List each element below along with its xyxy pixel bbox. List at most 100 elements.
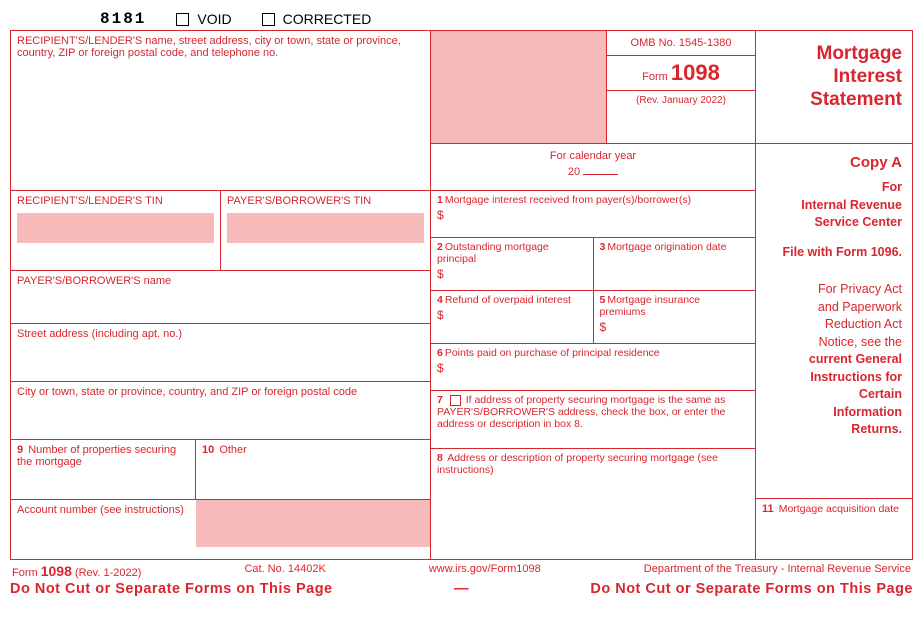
void-checkbox-group: VOID — [176, 11, 231, 27]
box-5-num: 5 — [600, 294, 606, 306]
for-irs-3: Service Center — [766, 214, 902, 232]
omb-number: OMB No. 1545-1380 — [607, 31, 755, 55]
box-1-dollar: $ — [437, 208, 749, 222]
box-8-label: Address or description of property secur… — [437, 452, 718, 476]
title-line-1: Mortgage — [766, 43, 902, 66]
box-4-5-row: 4Refund of overpaid interest $ 5Mortgage… — [431, 291, 755, 344]
account-label: Account number (see instructions) — [17, 504, 184, 516]
void-checkbox[interactable] — [176, 13, 189, 26]
box-1-label: Mortgage interest received from payer(s)… — [445, 194, 691, 206]
box-9-num: 9 — [17, 444, 23, 456]
recipient-tin-field[interactable] — [17, 213, 214, 243]
box-9-10-row: 9 Number of properties securing the mort… — [11, 440, 430, 500]
box-1-num: 1 — [437, 194, 443, 206]
box-2-label: Outstanding mortgage principal — [437, 241, 549, 265]
for-irs-2: Internal Revenue — [766, 197, 902, 215]
box-7-num: 7 — [437, 394, 443, 406]
city-label: City or town, state or province, country… — [17, 386, 424, 398]
box-4-label: Refund of overpaid interest — [445, 294, 571, 306]
street-box: Street address (including apt. no.) — [11, 324, 430, 382]
corrected-checkbox[interactable] — [262, 13, 275, 26]
top-header-row: 8181 VOID CORRECTED — [100, 10, 913, 28]
mid-shaded-box — [431, 31, 607, 143]
box-10-label: Other — [219, 444, 247, 456]
right-column: Mortgage Interest Statement Copy A For I… — [756, 31, 912, 559]
corrected-checkbox-group: CORRECTED — [262, 11, 372, 27]
privacy-6: Instructions for — [766, 369, 902, 387]
footer-url: www.irs.gov/Form1098 — [429, 563, 541, 579]
city-box: City or town, state or province, country… — [11, 382, 430, 440]
mid-form-info: OMB No. 1545-1380 Form 1098 (Rev. Januar… — [607, 31, 755, 143]
box-5: 5Mortgage insurance premiums $ — [594, 291, 756, 343]
form-word: Form — [642, 71, 668, 83]
do-not-cut-row: Do Not Cut or Separate Forms on This Pag… — [10, 581, 913, 597]
void-label: VOID — [197, 11, 231, 27]
box-6: 6Points paid on purchase of principal re… — [431, 344, 755, 391]
box-4-num: 4 — [437, 294, 443, 306]
copy-a-box: Copy A For Internal Revenue Service Cent… — [756, 144, 912, 499]
footer-form-word: Form — [12, 567, 38, 579]
do-not-cut-left: Do Not Cut or Separate Forms on This Pag… — [10, 581, 333, 597]
box-3-label: Mortgage origination date — [607, 241, 726, 253]
box-5-label: Mortgage insurance premiums — [600, 294, 701, 318]
box-8-num: 8 — [437, 452, 443, 464]
payer-tin-cell: PAYER'S/BORROWER'S TIN — [221, 191, 430, 270]
payer-tin-field[interactable] — [227, 213, 424, 243]
box-11-label: Mortgage acquisition date — [779, 503, 899, 515]
form-title: Mortgage Interest Statement — [756, 31, 912, 144]
recipients-box: RECIPIENT'S/LENDER'S name, street addres… — [11, 31, 430, 191]
recipient-tin-cell: RECIPIENT'S/LENDER'S TIN — [11, 191, 221, 270]
box-6-label: Points paid on purchase of principal res… — [445, 347, 660, 359]
privacy-4: Notice, see the — [766, 334, 902, 352]
privacy-3: Reduction Act — [766, 316, 902, 334]
footer-cat: Cat. No. 14402K — [244, 563, 325, 579]
privacy-5: current General — [766, 351, 902, 369]
title-line-2: Interest — [766, 66, 902, 89]
privacy-9: Returns. — [766, 421, 902, 439]
box-9-cell: 9 Number of properties securing the mort… — [11, 440, 196, 499]
account-field[interactable] — [196, 500, 430, 547]
footer-row: Form 1098 (Rev. 1-2022) Cat. No. 14402K … — [10, 563, 913, 579]
box-11-num: 11 — [762, 503, 774, 515]
middle-column: OMB No. 1545-1380 Form 1098 (Rev. Januar… — [431, 31, 756, 559]
box-6-num: 6 — [437, 347, 443, 359]
do-not-cut-dash: — — [454, 581, 469, 597]
box-3-num: 3 — [600, 241, 606, 253]
footer-rev: (Rev. 1-2022) — [75, 567, 141, 579]
box-7: 7 If address of property securing mortga… — [431, 391, 755, 449]
box-3: 3Mortgage origination date — [594, 238, 756, 290]
form-code: 8181 — [100, 10, 146, 28]
footer-form: Form 1098 (Rev. 1-2022) — [12, 563, 141, 579]
box-1: 1Mortgage interest received from payer(s… — [431, 191, 755, 238]
privacy-8: Information — [766, 404, 902, 422]
recipient-tin-label: RECIPIENT'S/LENDER'S TIN — [17, 195, 214, 207]
box-7-label: If address of property securing mortgage… — [437, 394, 725, 430]
box-7-checkbox[interactable] — [450, 395, 461, 406]
box-2-3-row: 2Outstanding mortgage principal $ 3Mortg… — [431, 238, 755, 291]
payer-name-label: PAYER'S/BORROWER'S name — [17, 275, 424, 287]
box-5-dollar: $ — [600, 320, 750, 334]
copy-a-title: Copy A — [766, 152, 902, 173]
year-field[interactable] — [583, 174, 618, 175]
box-9-label: Number of properties securing the mortga… — [17, 444, 176, 468]
box-11: 11 Mortgage acquisition date — [756, 499, 912, 559]
box-4-dollar: $ — [437, 308, 587, 322]
privacy-2: and Paperwork — [766, 299, 902, 317]
tin-row: RECIPIENT'S/LENDER'S TIN PAYER'S/BORROWE… — [11, 191, 430, 271]
box-8: 8 Address or description of property sec… — [431, 449, 755, 559]
privacy-7: Certain — [766, 386, 902, 404]
account-label-cell: Account number (see instructions) — [11, 500, 196, 547]
box-4: 4Refund of overpaid interest $ — [431, 291, 594, 343]
footer-form-num: 1098 — [41, 563, 72, 579]
box-2-num: 2 — [437, 241, 443, 253]
calendar-label: For calendar year — [437, 150, 749, 162]
account-row: Account number (see instructions) — [11, 500, 430, 547]
form-number-box: Form 1098 — [607, 55, 755, 90]
payer-tin-label: PAYER'S/BORROWER'S TIN — [227, 195, 424, 207]
file-with: File with Form 1096. — [766, 244, 902, 262]
main-form-grid: RECIPIENT'S/LENDER'S name, street addres… — [10, 30, 913, 560]
revision-date: (Rev. January 2022) — [607, 90, 755, 110]
box-10-num: 10 — [202, 444, 214, 456]
form-number: 1098 — [671, 60, 720, 85]
payer-name-box: PAYER'S/BORROWER'S name — [11, 271, 430, 324]
